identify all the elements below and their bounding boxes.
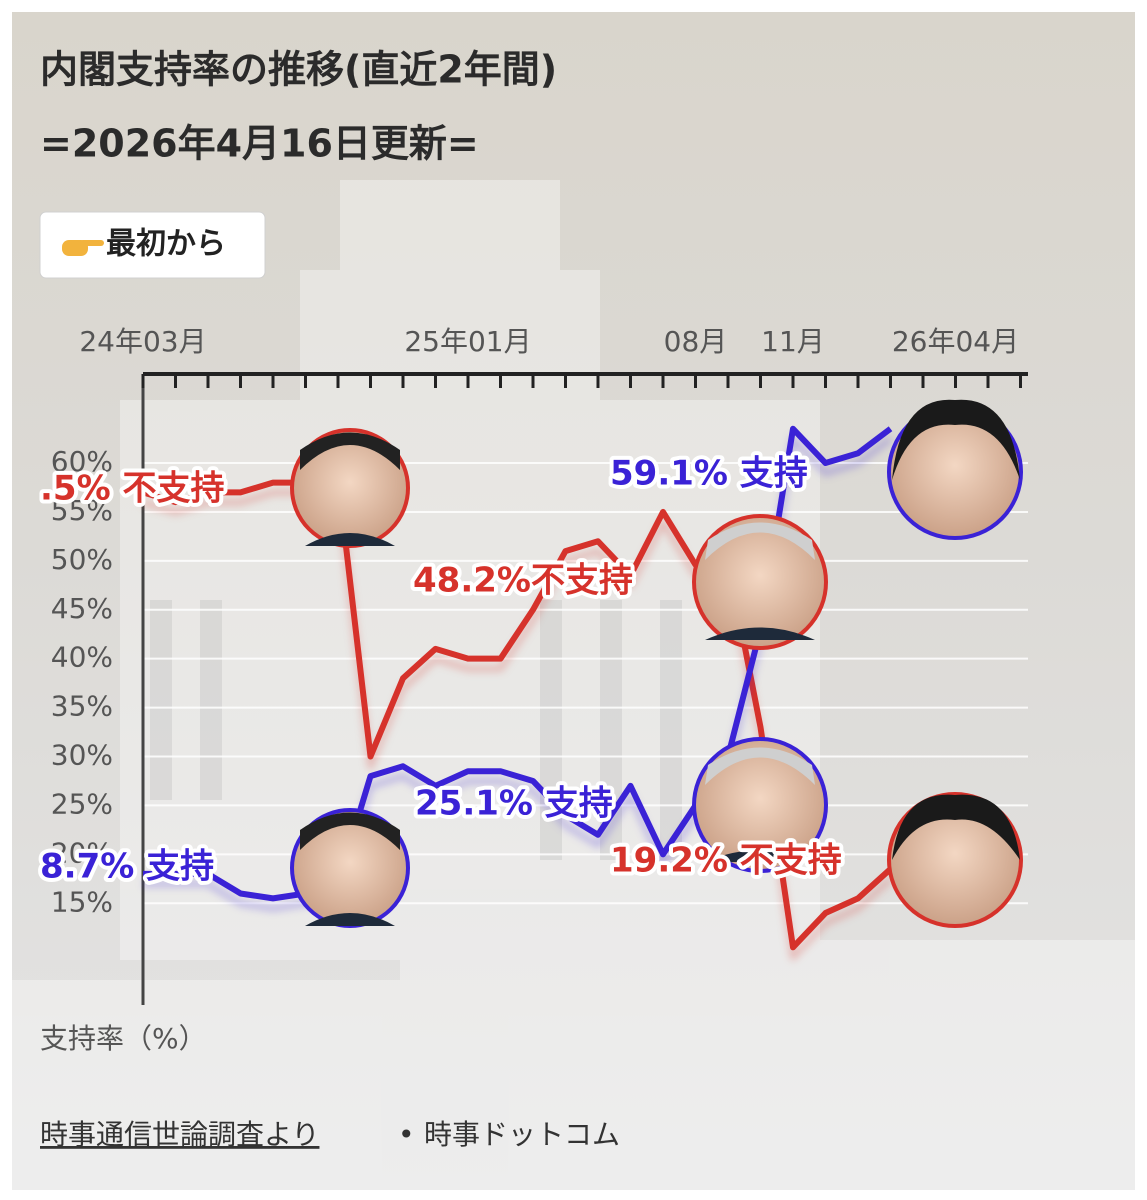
source-link[interactable]: 時事通信世論調査より <box>40 1118 319 1151</box>
annotation-layer: .5% 不支持 8.7% 支持 25.1% 支持 48.2%不支持 59.1% 支持 19… <box>36 450 846 891</box>
button-box[interactable] <box>39 211 266 279</box>
x-tick-label: 24年03月 <box>79 325 206 358</box>
portrait <box>290 808 410 928</box>
y-tick-label: 30% <box>51 739 113 772</box>
x-tick-label: 08月 <box>664 325 728 358</box>
y-tick-label: 55% <box>51 494 113 527</box>
y-tick-label: 40% <box>51 641 113 674</box>
source-separator: • <box>398 1118 415 1151</box>
x-tick-label: 25年01月 <box>404 325 531 358</box>
portrait <box>692 737 828 873</box>
y-tick-label: 60% <box>51 445 113 478</box>
portrait <box>692 514 828 650</box>
y-tick-label: 45% <box>51 592 113 625</box>
annotation: 59.1% 支持 <box>610 454 808 494</box>
portraits <box>290 399 1023 928</box>
portrait <box>887 399 1023 540</box>
y-tick-label: 25% <box>51 787 113 820</box>
card-background <box>12 12 1135 1190</box>
building-columns <box>150 600 682 860</box>
y-tick-label: 20% <box>51 836 113 869</box>
button-label[interactable]: 最初から <box>106 227 226 262</box>
annotation: .5% 不支持 <box>40 469 224 509</box>
x-tick-label: 26年04月 <box>892 325 1019 358</box>
x-tick-label: 11月 <box>761 325 825 358</box>
publisher: 時事ドットコム <box>424 1118 620 1151</box>
chart-subtitle: =2026年4月16日更新= <box>40 122 479 166</box>
y-axis-label: 支持率（%） <box>40 1022 207 1055</box>
building-backdrop <box>12 180 1135 1190</box>
annotation: 48.2%不支持 <box>413 561 633 601</box>
y-tick-label: 50% <box>51 543 113 576</box>
portrait <box>887 792 1023 928</box>
pointing-hand-icon <box>62 240 104 256</box>
portrait <box>290 428 410 548</box>
annotation: 25.1% 支持 <box>415 784 613 824</box>
y-tick-label: 15% <box>51 885 113 918</box>
annotation: 8.7% 支持 <box>40 847 214 887</box>
chart-title: 内閣支持率の推移(直近2年間) <box>40 48 557 92</box>
y-tick-label: 35% <box>51 690 113 723</box>
annotation: 19.2% 不支持 <box>610 841 842 881</box>
restart-button[interactable]: 最初から <box>39 211 266 279</box>
